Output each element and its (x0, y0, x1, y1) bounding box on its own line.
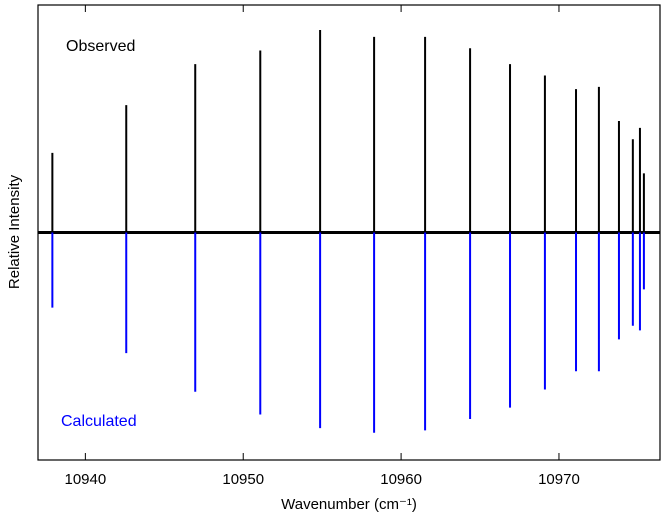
x-tick-label: 10950 (222, 471, 264, 488)
series-label: Calculated (61, 413, 137, 430)
x-tick-label: 10960 (380, 471, 422, 488)
y-axis-label: Relative Intensity (6, 174, 23, 289)
x-axis-label: Wavenumber (cm⁻¹) (281, 496, 417, 513)
x-tick-label: 10970 (538, 471, 580, 488)
series-label: Observed (66, 38, 135, 55)
x-tick-label: 10940 (65, 471, 107, 488)
